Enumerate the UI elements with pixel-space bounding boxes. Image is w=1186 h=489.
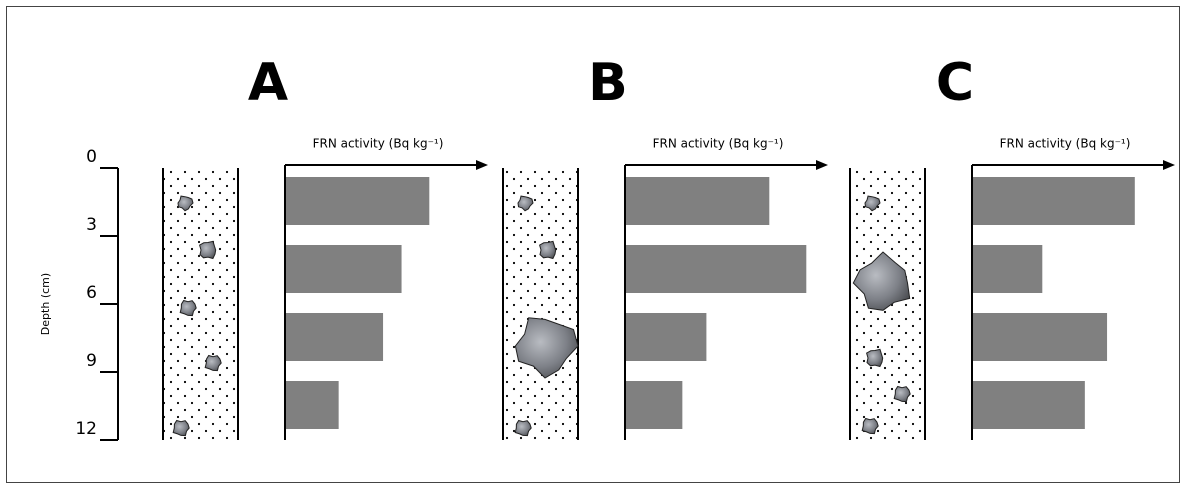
panel-title: B: [588, 53, 628, 113]
rock: [517, 195, 534, 212]
bar: [973, 177, 1135, 225]
soil-column: [163, 168, 238, 440]
rock: [539, 240, 557, 260]
x-axis-label: FRN activity (Bq kg⁻¹): [1000, 137, 1131, 151]
bar: [626, 245, 807, 293]
rock: [204, 354, 222, 372]
x-axis-label: FRN activity (Bq kg⁻¹): [653, 137, 784, 151]
bar: [973, 245, 1043, 293]
rock: [514, 419, 532, 437]
bar: [626, 381, 683, 429]
bar: [973, 313, 1108, 361]
x-axis-label: FRN activity (Bq kg⁻¹): [313, 137, 444, 151]
bar: [973, 381, 1085, 429]
axis-arrow: [816, 160, 828, 170]
rock: [514, 317, 579, 379]
rock: [861, 417, 879, 435]
axis-arrow: [476, 160, 488, 170]
panel-title: A: [248, 53, 288, 113]
rock: [893, 385, 911, 403]
rock: [199, 240, 217, 260]
axis-arrow: [1163, 160, 1175, 170]
y-tick-label: 12: [75, 419, 97, 439]
y-axis-label: Depth (cm): [39, 273, 52, 335]
rock: [852, 251, 911, 311]
rock: [177, 195, 194, 212]
bar: [286, 245, 402, 293]
bar: [626, 313, 707, 361]
bar: [286, 177, 430, 225]
y-tick-label: 0: [86, 147, 97, 167]
rock: [864, 195, 881, 212]
rock: [866, 348, 884, 368]
frame: [6, 6, 1180, 483]
panel-title: C: [936, 53, 974, 113]
bar: [626, 177, 770, 225]
y-tick-label: 3: [86, 215, 97, 235]
bar: [286, 381, 339, 429]
rock: [172, 419, 190, 437]
y-tick-label: 9: [86, 351, 97, 371]
rock: [179, 299, 197, 317]
bar: [286, 313, 384, 361]
soil-column: [503, 168, 578, 440]
y-tick-label: 6: [86, 283, 97, 303]
